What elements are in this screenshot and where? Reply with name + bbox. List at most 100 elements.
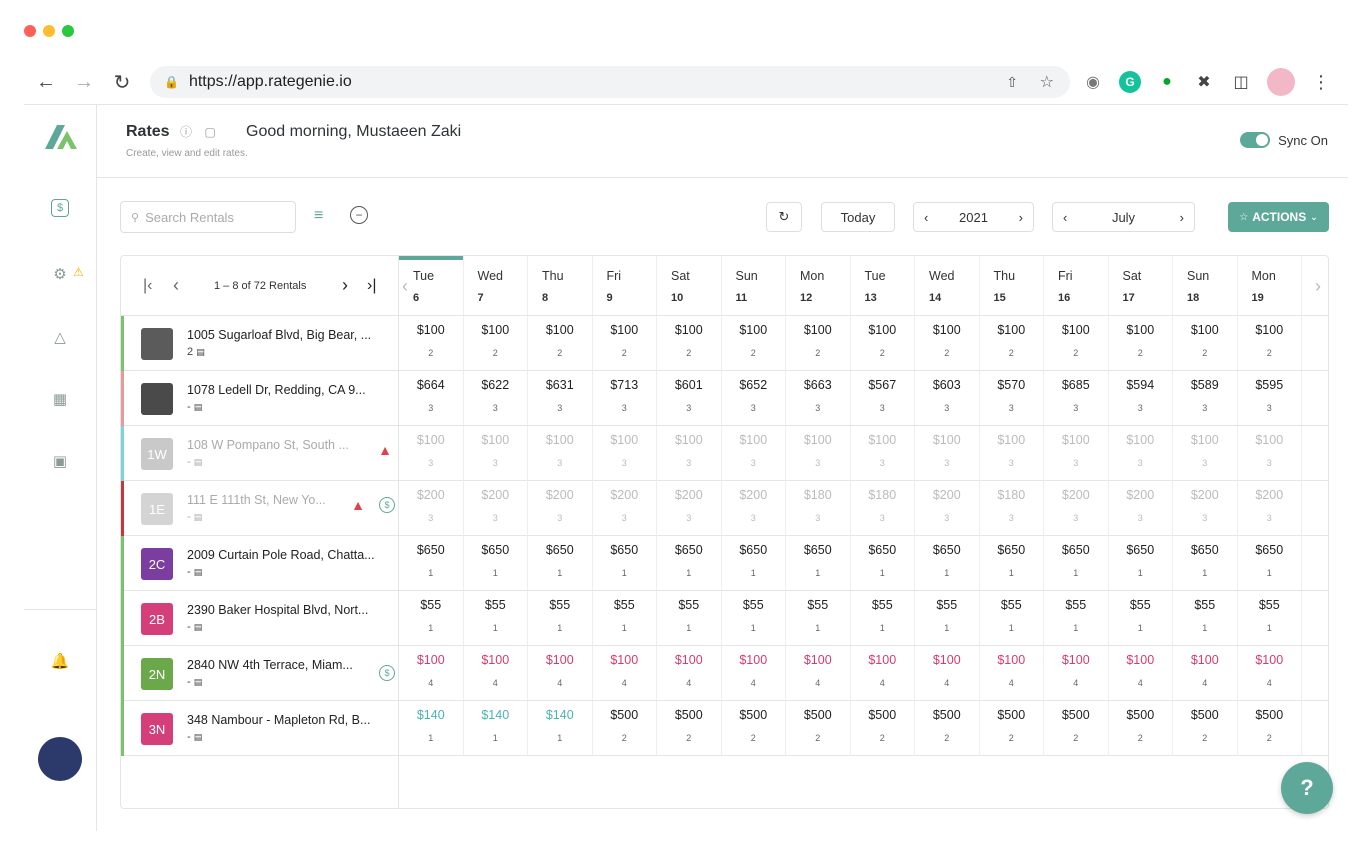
rate-cell[interactable]: $100 3 — [399, 426, 464, 481]
rate-cell[interactable]: $650 1 — [592, 536, 657, 591]
extensions-puzzle-icon[interactable]: ✖ — [1197, 74, 1211, 91]
rate-cell[interactable]: $603 3 — [915, 371, 980, 426]
rate-cell[interactable]: $55 1 — [850, 591, 915, 646]
evernote-icon[interactable]: ● — [1162, 73, 1172, 90]
rate-cell[interactable]: $622 3 — [463, 371, 528, 426]
rate-cell[interactable]: $100 4 — [528, 646, 593, 701]
rate-cell[interactable]: $100 2 — [1237, 316, 1302, 371]
minimize-window-button[interactable] — [43, 25, 55, 37]
rate-cell[interactable]: $500 2 — [721, 701, 786, 756]
help-button[interactable]: ? — [1281, 762, 1333, 814]
refresh-button[interactable]: ↻ — [766, 202, 802, 232]
rate-cell[interactable]: $55 1 — [1173, 591, 1238, 646]
rate-cell[interactable]: $100 4 — [721, 646, 786, 701]
rategenie-logo[interactable] — [41, 119, 81, 159]
rate-cell[interactable]: $100 3 — [657, 426, 722, 481]
rate-cell[interactable]: $55 1 — [1108, 591, 1173, 646]
rate-cell[interactable]: $100 3 — [979, 426, 1044, 481]
rate-cell[interactable]: $55 1 — [721, 591, 786, 646]
rate-cell[interactable]: $200 3 — [1173, 481, 1238, 536]
rate-cell[interactable]: $567 3 — [850, 371, 915, 426]
rate-cell[interactable]: $55 1 — [399, 591, 464, 646]
rate-cell[interactable]: $100 2 — [528, 316, 593, 371]
rental-row[interactable]: 1E 111 E 111th St, New Yo... - ▤ ▲ $ — [121, 481, 399, 536]
rate-cell[interactable]: $650 1 — [915, 536, 980, 591]
rate-cell[interactable]: $100 2 — [721, 316, 786, 371]
rate-cell[interactable]: $713 3 — [592, 371, 657, 426]
rate-cell[interactable]: $650 1 — [979, 536, 1044, 591]
rate-cell[interactable]: $650 1 — [528, 536, 593, 591]
rate-cell[interactable]: $180 3 — [850, 481, 915, 536]
rate-cell[interactable]: $100 4 — [592, 646, 657, 701]
rate-cell[interactable]: $180 3 — [786, 481, 851, 536]
video-icon[interactable]: ▢ — [204, 125, 216, 139]
rate-cell[interactable]: $55 1 — [979, 591, 1044, 646]
rate-cell[interactable]: $200 3 — [1108, 481, 1173, 536]
sync-toggle[interactable] — [1240, 132, 1271, 148]
rate-cell[interactable]: $100 3 — [1173, 426, 1238, 481]
rate-cell[interactable]: $100 4 — [399, 646, 464, 701]
scroll-right-icon[interactable]: › — [1315, 276, 1321, 296]
side-panel-icon[interactable]: ◫ — [1233, 74, 1249, 91]
rate-cell[interactable]: $650 1 — [1044, 536, 1109, 591]
rate-cell[interactable]: $140 1 — [399, 701, 464, 756]
rate-cell[interactable]: $500 2 — [1044, 701, 1109, 756]
next-month-chevron-icon[interactable]: › — [1179, 209, 1184, 225]
rate-cell[interactable]: $500 2 — [979, 701, 1044, 756]
minus-circle-icon[interactable]: − — [350, 206, 368, 224]
rate-cell[interactable]: $650 1 — [399, 536, 464, 591]
rate-cell[interactable]: $200 3 — [915, 481, 980, 536]
rate-cell[interactable]: $500 2 — [1108, 701, 1173, 756]
rate-cell[interactable]: $652 3 — [721, 371, 786, 426]
rate-cell[interactable]: $200 3 — [721, 481, 786, 536]
rate-cell[interactable]: $100 2 — [463, 316, 528, 371]
today-button[interactable]: Today — [821, 202, 895, 232]
rate-cell[interactable]: $55 1 — [1044, 591, 1109, 646]
prev-year-chevron-icon[interactable]: ‹ — [924, 209, 929, 225]
rate-cell[interactable]: $55 1 — [592, 591, 657, 646]
profile-avatar-icon[interactable] — [1267, 68, 1295, 96]
rate-cell[interactable]: $100 4 — [1173, 646, 1238, 701]
rate-cell[interactable]: $100 2 — [915, 316, 980, 371]
forward-arrow-icon[interactable]: → — [74, 70, 94, 93]
rate-cell[interactable]: $570 3 — [979, 371, 1044, 426]
rate-cell[interactable]: $500 2 — [786, 701, 851, 756]
rate-cell[interactable]: $100 3 — [850, 426, 915, 481]
rate-cell[interactable]: $650 1 — [786, 536, 851, 591]
groups-icon[interactable]: △ — [54, 329, 66, 346]
rate-cell[interactable]: $55 1 — [786, 591, 851, 646]
last-page-icon[interactable]: ›| — [367, 276, 377, 294]
address-bar[interactable]: 🔒 https://app.rategenie.io ⇧ ☆ — [150, 66, 1070, 98]
rate-cell[interactable]: $663 3 — [786, 371, 851, 426]
rate-cell[interactable]: $685 3 — [1044, 371, 1109, 426]
more-menu-icon[interactable]: ⋮ — [1312, 71, 1330, 92]
rate-cell[interactable]: $200 3 — [592, 481, 657, 536]
rate-cell[interactable]: $55 1 — [1237, 591, 1302, 646]
rate-cell[interactable]: $650 1 — [657, 536, 722, 591]
rental-row[interactable]: 3N 348 Nambour - Mapleton Rd, B... - ▤ — [121, 701, 399, 756]
rate-cell[interactable]: $100 2 — [786, 316, 851, 371]
rental-row[interactable]: 1005 Sugarloaf Blvd, Big Bear, ... 2 ▤ — [121, 316, 399, 371]
user-avatar[interactable] — [38, 737, 82, 781]
scroll-left-icon[interactable]: ‹ — [402, 276, 408, 296]
rate-cell[interactable]: $55 1 — [915, 591, 980, 646]
rate-cell[interactable]: $100 4 — [850, 646, 915, 701]
rate-cell[interactable]: $595 3 — [1237, 371, 1302, 426]
prev-page-icon[interactable]: ‹ — [173, 275, 179, 295]
rate-cell[interactable]: $100 4 — [463, 646, 528, 701]
rate-cell[interactable]: $100 4 — [786, 646, 851, 701]
rental-row[interactable]: 2B 2390 Baker Hospital Blvd, Nort... - ▤ — [121, 591, 399, 646]
rate-cell[interactable]: $500 2 — [850, 701, 915, 756]
bookmark-star-icon[interactable]: ☆ — [1039, 74, 1054, 91]
rate-cell[interactable]: $100 4 — [1237, 646, 1302, 701]
rate-cell[interactable]: $200 3 — [657, 481, 722, 536]
rate-cell[interactable]: $100 4 — [1044, 646, 1109, 701]
share-icon[interactable]: ⇧ — [1006, 73, 1018, 90]
rate-cell[interactable]: $55 1 — [463, 591, 528, 646]
prev-month-chevron-icon[interactable]: ‹ — [1063, 209, 1068, 225]
help-circle-icon[interactable]: ⓘ — [180, 125, 193, 139]
rate-cell[interactable]: $100 2 — [592, 316, 657, 371]
maximize-window-button[interactable] — [62, 25, 74, 37]
rate-cell[interactable]: $500 2 — [1237, 701, 1302, 756]
rate-cell[interactable]: $200 3 — [1237, 481, 1302, 536]
